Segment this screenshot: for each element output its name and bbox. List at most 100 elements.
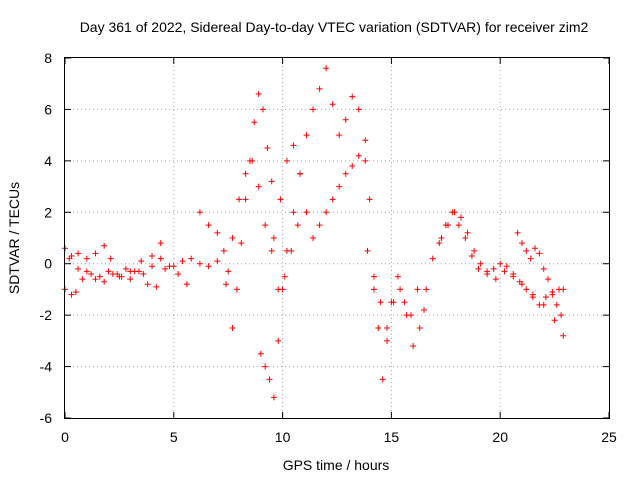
data-point — [303, 132, 310, 139]
data-point — [523, 247, 530, 254]
data-point — [255, 183, 262, 190]
data-point — [262, 363, 269, 370]
x-tick-label: 10 — [275, 429, 291, 445]
series-arc-5 — [223, 157, 301, 293]
data-point — [316, 85, 323, 92]
data-point — [270, 394, 277, 401]
data-point — [355, 152, 362, 159]
data-point — [475, 265, 482, 272]
data-point — [532, 245, 539, 252]
data-point — [436, 240, 443, 247]
data-point — [196, 260, 203, 267]
data-point — [283, 157, 290, 164]
data-point — [464, 229, 471, 236]
data-point — [127, 276, 134, 283]
data-point — [66, 255, 73, 262]
data-point — [542, 294, 549, 301]
data-point — [196, 209, 203, 216]
data-point — [297, 170, 304, 177]
data-point — [281, 273, 288, 280]
data-point — [214, 229, 221, 236]
axis-ticks: 0 5 10 15 20 25 -6 -4 -2 0 2 4 6 8 — [40, 50, 617, 445]
data-point — [379, 376, 386, 383]
data-point — [362, 137, 369, 144]
data-point — [236, 196, 243, 203]
data-point — [153, 283, 160, 290]
data-point — [366, 196, 373, 203]
data-point — [510, 271, 517, 277]
x-tick-label: 20 — [492, 429, 508, 445]
x-tick-label: 15 — [384, 429, 400, 445]
y-tick-label: -6 — [40, 410, 53, 426]
data-point — [375, 325, 382, 331]
data-point — [336, 183, 343, 190]
data-point — [362, 157, 369, 164]
y-tick-label: 4 — [44, 153, 52, 169]
data-point — [316, 222, 323, 229]
data-point — [242, 196, 249, 203]
data-point — [72, 289, 79, 295]
data-point — [355, 106, 362, 113]
data-point — [260, 106, 267, 113]
series-arc-7 — [270, 137, 369, 241]
x-tick-label: 5 — [170, 429, 178, 445]
data-point — [384, 325, 391, 331]
data-point — [349, 93, 356, 100]
data-point — [323, 65, 330, 72]
data-point — [329, 101, 336, 108]
data-point — [421, 307, 428, 313]
data-point — [88, 271, 95, 277]
data-point — [220, 247, 227, 254]
data-point — [536, 301, 543, 308]
plot-frame — [64, 57, 610, 419]
data-point — [264, 145, 271, 151]
data-point — [257, 350, 264, 357]
data-point — [68, 291, 75, 298]
data-point — [92, 250, 99, 257]
data-point — [458, 214, 465, 221]
data-point — [96, 273, 103, 280]
data-point — [364, 247, 371, 254]
data-point — [558, 312, 565, 319]
chart-title: Day 361 of 2022, Sidereal Day-to-day VTE… — [80, 19, 589, 35]
data-point — [283, 247, 290, 254]
series-arc-11 — [514, 229, 565, 319]
data-point — [410, 343, 417, 349]
data-point — [303, 209, 310, 216]
data-point — [79, 276, 86, 283]
data-point — [149, 253, 156, 259]
data-point — [268, 178, 275, 185]
data-point — [225, 268, 232, 275]
data-point — [251, 119, 258, 126]
y-tick-label: -4 — [40, 359, 53, 375]
data-point — [477, 260, 484, 267]
data-point — [266, 376, 273, 383]
data-point — [157, 255, 164, 262]
data-point — [255, 91, 262, 97]
data-point — [101, 242, 108, 249]
data-point — [116, 273, 123, 280]
data-point — [455, 222, 462, 229]
data-point — [503, 263, 510, 270]
data-point — [275, 337, 282, 344]
data-point — [377, 299, 384, 306]
data-point — [416, 325, 423, 331]
data-point — [107, 255, 114, 262]
data-point — [401, 299, 408, 306]
data-point — [162, 265, 169, 272]
data-point — [122, 265, 129, 272]
data-point — [370, 286, 377, 293]
data-point — [518, 240, 525, 247]
x-axis-label: GPS time / hours — [283, 457, 390, 473]
data-point — [560, 332, 567, 339]
x-tick-label: 25 — [601, 429, 617, 445]
data-point — [101, 278, 108, 285]
data-point — [516, 278, 523, 285]
data-point — [262, 222, 269, 229]
data-point — [92, 276, 99, 283]
data-point — [229, 325, 236, 331]
data-point — [527, 255, 534, 262]
data-point — [144, 281, 151, 288]
y-tick-label: 8 — [44, 50, 52, 66]
